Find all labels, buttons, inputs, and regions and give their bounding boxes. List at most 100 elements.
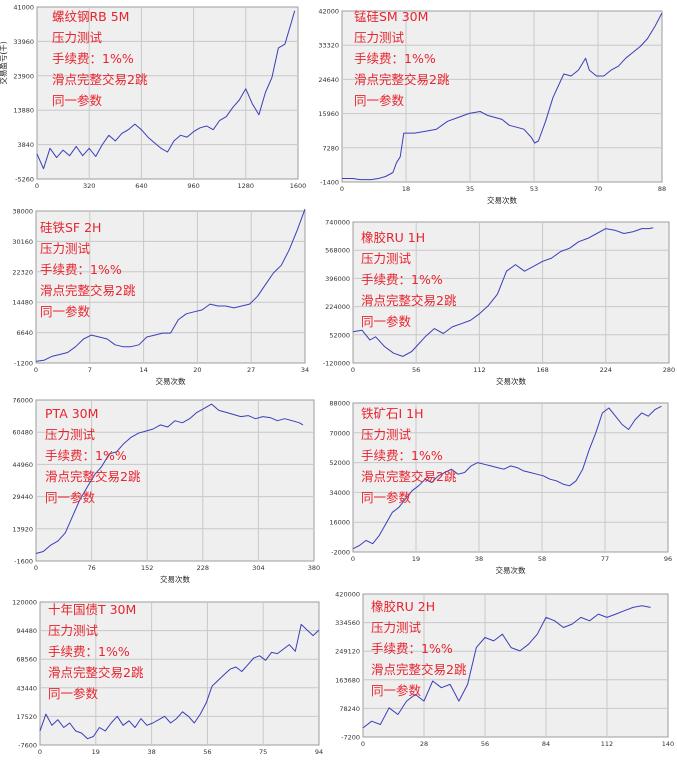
equity-curve-line: [362, 605, 651, 729]
slippage-label: 滑点完整交易2跳: [361, 293, 457, 308]
same-params-label: 同一参数: [40, 304, 91, 319]
x-tick-label: 38: [475, 555, 483, 563]
commission-label: 手续费：1%%: [45, 448, 127, 463]
x-tick-label: 224: [600, 366, 612, 374]
x-axis-label: 交易次数: [496, 565, 526, 575]
y-tick-label: -7600: [18, 742, 37, 750]
chart-panel-1: 0 320 640 960 1280 1600 -5260 3840 13880 23900 339…: [0, 0, 336, 196]
x-tick-label: 18: [402, 185, 410, 193]
commission-label: 手续费：1%%: [354, 51, 436, 66]
chart-svg: 0 76 152 228 304 380 -1600 13920 29440 44960 60480…: [12, 397, 320, 585]
strategy-annotation: 螺纹钢RB 5M 压力测试 手续费：1%% 滑点完整交易2跳 同一参数: [52, 6, 147, 111]
y-tick-label: 94480: [16, 627, 37, 635]
y-tick-label: 15960: [318, 110, 339, 118]
x-tick-label: 94: [315, 748, 323, 756]
y-tick-label: 44960: [12, 461, 33, 469]
stress-test-label: 压力测试: [45, 427, 96, 442]
equity-curve-line: [352, 227, 654, 357]
equity-curve-line: [36, 10, 296, 170]
stress-test-label: 压力测试: [361, 251, 412, 266]
x-tick-label: 56: [203, 748, 211, 756]
x-tick-label: 380: [308, 564, 320, 572]
y-tick-label: 33320: [318, 42, 339, 50]
stress-test-label: 压力测试: [48, 623, 99, 638]
y-tick-label: 568000: [325, 247, 350, 255]
chart-panel-7: 0 19 38 56 75 94 -7600 17520 43440 68560 94480 1200…: [0, 599, 336, 761]
commission-label: 手续费：1%%: [361, 448, 443, 463]
same-params-label: 同一参数: [354, 93, 405, 108]
strategy-annotation: 十年国债T 30M 压力测试 手续费：1%% 滑点完整交易2跳 同一参数: [48, 599, 143, 704]
y-tick-label: 34000: [329, 489, 350, 497]
x-tick-label: 56: [412, 366, 420, 374]
slippage-label: 滑点完整交易2跳: [52, 72, 148, 87]
y-tick-label: -5260: [15, 176, 34, 184]
x-axis-label: 交易次数: [487, 195, 517, 205]
x-tick-label: 28: [420, 740, 428, 748]
chart-svg: 0 56 112 168 224 280 -120000 52000 224000 396000 5…: [323, 219, 675, 387]
y-tick-label: 13880: [13, 107, 34, 115]
same-params-label: 同一参数: [48, 686, 99, 701]
slippage-label: 滑点完整交易2跳: [45, 469, 141, 484]
y-tick-label: 33960: [13, 38, 34, 46]
slippage-label: 滑点完整交易2跳: [371, 662, 467, 677]
contract-title: 橡胶RU 1H: [361, 230, 426, 245]
y-tick-label: 249120: [335, 648, 360, 656]
y-tick-label: 76000: [12, 397, 33, 405]
x-tick-label: 20: [193, 366, 201, 374]
chart-svg: 0 320 640 960 1280 1600 -5260 3840 13880 23900 339…: [0, 4, 306, 191]
chart-panel-6: 0 19 38 58 77 96 -2000 16000 34000 52000 70000 8800…: [329, 397, 677, 587]
commission-label: 手续费：1%%: [40, 262, 122, 277]
equity-curve-line: [35, 403, 304, 554]
x-axis-label: 交易次数: [496, 376, 526, 386]
strategy-annotation: 锰硅SM 30M 压力测试 手续费：1%% 滑点完整交易2跳 同一参数: [354, 6, 449, 111]
plot-area: [35, 210, 306, 364]
y-tick-label: 24640: [318, 76, 339, 84]
y-tick-label: 120000: [12, 599, 37, 607]
y-tick-label: -120000: [323, 360, 350, 368]
same-params-label: 同一参数: [361, 314, 412, 329]
y-tick-label: 41000: [13, 4, 34, 12]
x-axis-label: 交易次数: [160, 574, 190, 584]
chart-svg: 0 7 14 20 27 34 -1200 6640 14480 22320 30160 38000 交…: [12, 208, 309, 387]
y-tick-label: -1600: [14, 558, 33, 566]
chart-panel-2: 0 18 35 53 70 88 -1400 7280 15960 24640 33320 42000…: [318, 0, 677, 220]
contract-title: 十年国债T 30M: [48, 602, 137, 617]
x-tick-label: 53: [530, 185, 538, 193]
x-tick-label: 84: [542, 740, 550, 748]
x-tick-label: 960: [187, 182, 199, 190]
y-tick-label: 17520: [16, 713, 37, 721]
x-tick-label: 38: [147, 748, 155, 756]
y-tick-label: 16000: [329, 519, 350, 527]
contract-title: 硅铁SF 2H: [40, 220, 102, 235]
commission-label: 手续费：1%%: [371, 641, 453, 656]
same-params-label: 同一参数: [361, 490, 412, 505]
x-tick-label: 34: [301, 366, 309, 374]
x-tick-label: 0: [351, 555, 355, 563]
x-tick-label: 70: [594, 185, 602, 193]
y-tick-label: -1200: [14, 360, 33, 368]
plot-area: [352, 402, 669, 553]
chart-panel-8: 0 28 56 84 112 140 -7200 78240 163680 249120 33456…: [335, 591, 677, 761]
x-tick-label: 152: [141, 564, 153, 572]
slippage-label: 滑点完整交易2跳: [40, 283, 136, 298]
y-tick-label: 29440: [12, 493, 33, 501]
x-tick-label: 96: [664, 555, 672, 563]
y-tick-label: 13920: [12, 525, 33, 533]
x-tick-label: 0: [34, 564, 38, 572]
chart-panel-5: 0 76 152 228 304 380 -1600 13920 29440 44960 60480…: [0, 397, 336, 590]
chart-svg: 0 19 38 56 75 94 -7600 17520 43440 68560 94480 1200…: [12, 599, 323, 757]
x-tick-label: 19: [412, 555, 420, 563]
commission-label: 手续费：1%%: [48, 644, 130, 659]
x-tick-label: 35: [466, 185, 474, 193]
commission-label: 手续费：1%%: [52, 51, 134, 66]
y-tick-label: 30160: [12, 238, 33, 246]
x-tick-label: 280: [663, 366, 675, 374]
x-tick-label: 75: [259, 748, 267, 756]
slippage-label: 滑点完整交易2跳: [361, 469, 457, 484]
y-tick-label: 88000: [329, 400, 350, 408]
same-params-label: 同一参数: [45, 490, 96, 505]
x-tick-label: 140: [662, 740, 674, 748]
plot-area: [35, 399, 315, 562]
contract-title: 橡胶RU 2H: [371, 599, 436, 614]
x-tick-label: 112: [473, 366, 485, 374]
